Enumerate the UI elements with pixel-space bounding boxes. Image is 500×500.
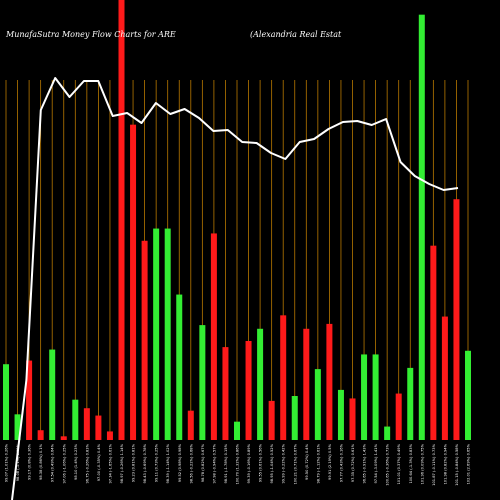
- x-tick-label: 97.06 (-1.06%) 0.25%: [62, 443, 66, 483]
- x-tick-label: 97.35 (0.72%) 0.61%: [351, 443, 355, 482]
- money-flow-bars: [3, 0, 471, 441]
- x-tick-label: 97.98 (-0.94%) 0.57%: [212, 443, 216, 483]
- x-tick-label: 96.65 (-0.91%) 1.43%: [363, 443, 367, 483]
- bar-up: [314, 369, 321, 440]
- bar-down: [395, 393, 402, 440]
- bar-down: [222, 347, 229, 440]
- x-tick-label: 101.96 (0.09%) 0.75%: [420, 443, 424, 484]
- x-tick-label: 97.54 (-3.09%) 1.41%: [374, 443, 378, 483]
- x-tick-label: 99.99 (-0.22%) 0.42%: [282, 443, 286, 483]
- bar-down: [60, 436, 67, 440]
- bar-down: [268, 400, 275, 440]
- bar-up: [257, 328, 264, 440]
- x-tick-labels: 99.07 (1.01%) 0.26% 98.08 (-1.1%) 1.02% 99…: [5, 443, 471, 485]
- x-tick-label: 98.10 (1.4%) 0.23%: [74, 443, 78, 480]
- bar-up: [164, 228, 171, 440]
- bar-up: [418, 14, 425, 440]
- bar-up: [361, 354, 368, 440]
- x-tick-label: 102.01 (2.69%) 0.65%: [467, 443, 471, 484]
- bar-down: [349, 398, 356, 440]
- bar-up: [199, 325, 206, 440]
- bar-up: [384, 426, 391, 440]
- x-tick-label: 97.00 (-0.35%) 0.4%: [97, 443, 101, 481]
- bar-down: [326, 323, 333, 440]
- x-tick-label: 99.23 (0.81%) 0.81%: [132, 443, 136, 482]
- bar-up: [372, 354, 379, 440]
- x-tick-label: 98.95 (-1.04%) 0.52%: [270, 443, 274, 483]
- x-tick-label: 98.56 (-0.22%) 0.68%: [189, 443, 193, 483]
- chart-subtitle: (Alexandria Real Estat: [250, 30, 342, 39]
- x-tick-label: 100.21 (0.71%) 0.67%: [293, 443, 297, 484]
- bar-down: [118, 0, 125, 440]
- x-tick-label: 99.07 (1.01%) 0.26%: [5, 443, 9, 482]
- bar-down: [453, 199, 460, 440]
- x-tick-label: 98.78 (0.82%) 0.67%: [201, 443, 205, 482]
- bar-down: [26, 360, 33, 440]
- x-tick-label: 99.17 (0.8%) 0.36%: [28, 443, 32, 480]
- bar-up: [234, 421, 240, 440]
- bar-up: [407, 367, 414, 440]
- bar-down: [187, 410, 194, 440]
- bar-up: [14, 414, 21, 440]
- bar-down: [441, 316, 448, 440]
- bar-down: [37, 430, 44, 440]
- x-tick-label: 99.91 (2.19%) 0.5%: [328, 443, 332, 480]
- x-tick-label: 101.15 (-0.84%) 0.58%: [455, 443, 459, 485]
- vertical-grid: [5, 80, 469, 440]
- bar-up: [465, 350, 471, 440]
- x-tick-label: 100.65 (-0.36%) 0.73%: [386, 443, 390, 485]
- x-tick-label: 98.43 (-0.69%) 0.78%: [143, 443, 147, 483]
- x-tick-label: 97.54 (0.49%) 0.64%: [51, 443, 55, 482]
- bar-up: [153, 228, 160, 440]
- bar-up: [72, 399, 79, 440]
- x-tick-label: 98.91 (-1.78%) 0.15%: [224, 443, 228, 483]
- bar-down: [95, 415, 102, 440]
- bar-down: [303, 328, 310, 440]
- price-line: [11, 77, 459, 500]
- x-tick-label: 98.39 (-1.14%) 1.02%: [166, 443, 170, 483]
- bar-up: [49, 349, 56, 440]
- x-tick-label: 96.75 (-0.26%) 0.83%: [85, 443, 89, 483]
- bar-up: [3, 364, 9, 440]
- bar-down: [430, 245, 437, 440]
- x-tick-label: 99.50 (0.72%) 0.4%: [305, 443, 309, 480]
- x-tick-label: 101.98 (0.82%) 0.94%: [443, 443, 447, 484]
- x-tick-label: 98.97 (-0.26%) 1.14%: [120, 443, 124, 483]
- x-tick-label: 98.79 (-1.12%) 0.61%: [316, 443, 320, 483]
- bar-down: [245, 341, 252, 440]
- bar-down: [106, 431, 113, 440]
- bar-down: [141, 240, 148, 440]
- x-tick-label: 101.01 (0.37%) 0.49%: [397, 443, 401, 484]
- x-tick-label: 99.52 (0.98%) 0.98%: [178, 443, 182, 482]
- price-line-path: [11, 77, 459, 500]
- bar-up: [291, 396, 298, 440]
- x-tick-label: 98.38 (0.86%) 0.1%: [39, 443, 43, 480]
- x-tick-label: 99.55 (0.61%) 0.56%: [259, 443, 263, 482]
- x-tick-label: 97.77 (0.43%) 0.16%: [339, 443, 343, 482]
- bar-down: [210, 233, 217, 440]
- bar-up: [176, 294, 183, 440]
- x-tick-label: 99.39 (-0.16%) 0.89%: [247, 443, 251, 483]
- bar-down: [83, 408, 90, 440]
- chart-title: MunafaSutra Money Flow Charts for ARE: [5, 30, 176, 39]
- x-tick-label: 98.08 (-1.1%) 1.02%: [16, 443, 20, 481]
- x-tick-label: 100.64 (-1.3%) 0.83%: [409, 443, 413, 483]
- x-tick-label: 100.70 (1.32%) 0.86%: [236, 443, 240, 484]
- bar-down: [280, 315, 287, 440]
- x-tick-label: 97.34 (-1.65%) 0.61%: [108, 443, 112, 483]
- x-tick-label: 99.11 (0.73%) 0.25%: [155, 443, 159, 482]
- bar-down: [130, 124, 137, 441]
- bar-up: [337, 389, 344, 440]
- x-tick-label: 101.87 (-0.11%) 0.73%: [432, 443, 436, 485]
